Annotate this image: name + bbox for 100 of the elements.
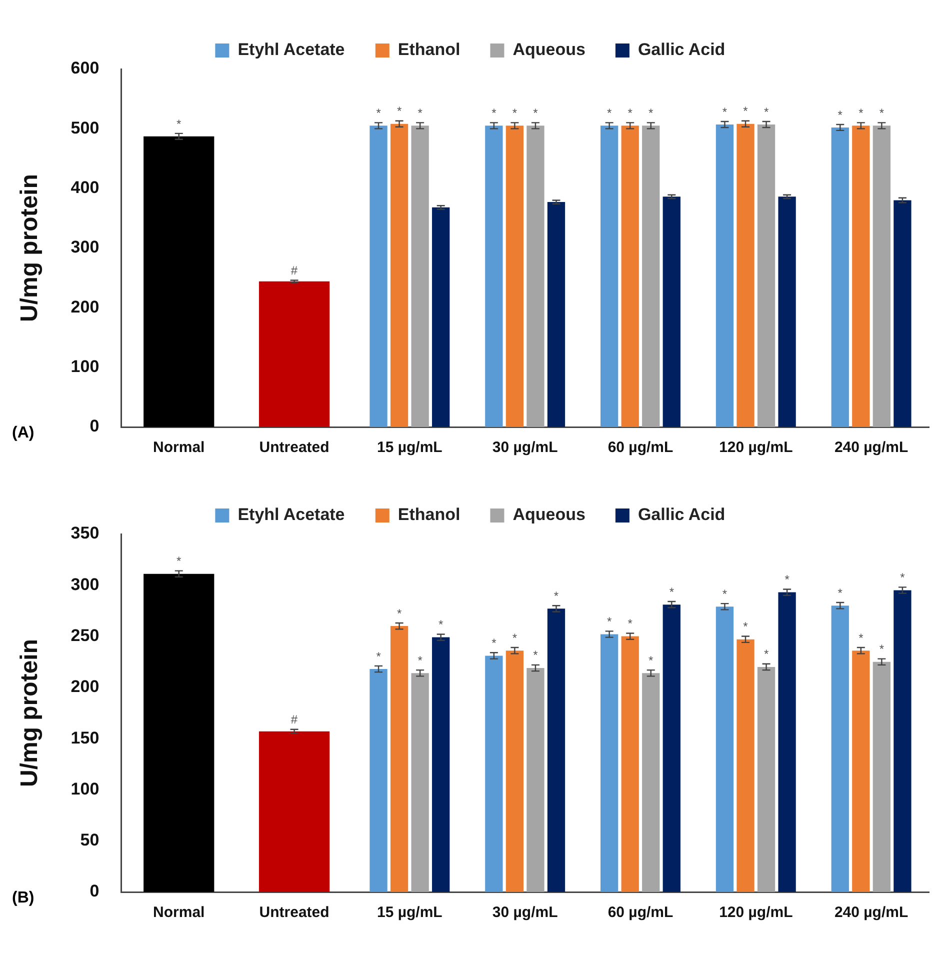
data-label: * <box>879 642 884 656</box>
bar <box>390 124 408 427</box>
bar <box>831 606 849 892</box>
data-label: * <box>376 106 382 120</box>
bar <box>547 608 566 892</box>
x-tick-label: 30 µg/mL <box>492 904 558 922</box>
bar <box>526 126 544 427</box>
data-label: * <box>722 586 728 601</box>
bar <box>716 124 734 427</box>
bar <box>144 136 214 427</box>
data-label: # <box>290 264 298 278</box>
data-label: * <box>606 614 612 628</box>
bar <box>485 126 503 427</box>
bar <box>506 126 524 427</box>
data-label: * <box>764 104 769 119</box>
y-tick-label: 0 <box>90 882 100 901</box>
bar <box>621 126 639 427</box>
legend-label: Ethanol <box>398 505 460 524</box>
bar <box>600 126 618 427</box>
legend-label: Aqueous <box>512 505 586 524</box>
bar <box>894 590 912 892</box>
x-tick-label: 60 µg/mL <box>608 439 674 456</box>
bar <box>144 574 214 892</box>
bar <box>258 281 330 427</box>
y-tick-label: 300 <box>70 238 100 257</box>
bar <box>757 124 776 427</box>
y-axis-title: U/mg protein <box>16 174 44 322</box>
data-label: * <box>554 588 559 603</box>
bar <box>642 126 660 427</box>
legend-label: Aqueous <box>512 40 586 60</box>
data-label: * <box>492 106 497 120</box>
bar <box>258 731 330 892</box>
data-label: * <box>176 116 182 131</box>
legend-label: Etyhl Acetate <box>238 505 345 524</box>
data-label: * <box>648 653 654 668</box>
y-tick-label: 600 <box>70 58 100 78</box>
bar <box>872 662 891 892</box>
x-tick-label: 15 µg/mL <box>377 439 442 456</box>
x-tick-label: 240 µg/mL <box>834 904 908 922</box>
data-label: * <box>722 104 728 119</box>
data-label: * <box>648 106 654 120</box>
bar <box>370 669 388 892</box>
legend-label: Etyhl Acetate <box>238 40 345 60</box>
x-tick-label: Normal <box>153 439 205 456</box>
data-label: * <box>858 630 864 645</box>
data-label: * <box>784 572 790 587</box>
data-label: * <box>418 653 423 668</box>
data-label: * <box>838 586 843 600</box>
data-label: * <box>533 106 538 120</box>
data-label: * <box>669 584 674 599</box>
data-label: * <box>438 618 444 632</box>
data-label: * <box>492 636 497 650</box>
data-label: * <box>628 616 633 631</box>
bar <box>852 126 870 427</box>
bar <box>411 673 429 892</box>
bar <box>894 200 912 427</box>
x-tick-label: 120 µg/mL <box>719 439 793 456</box>
bar <box>411 126 429 427</box>
bar <box>370 126 388 427</box>
data-label: * <box>900 570 906 584</box>
y-tick-label: 200 <box>70 297 100 316</box>
data-label: * <box>396 104 402 118</box>
x-tick-label: 120 µg/mL <box>719 904 793 922</box>
data-label: * <box>176 554 182 568</box>
bar <box>716 606 734 892</box>
x-tick-label: Untreated <box>259 904 330 922</box>
data-label: * <box>628 106 633 120</box>
data-label: * <box>512 106 518 120</box>
bar <box>485 656 503 892</box>
y-tick-label: 400 <box>70 178 100 198</box>
data-label: * <box>858 106 864 120</box>
legend-label: Gallic Acid <box>638 505 726 524</box>
bar <box>642 673 660 892</box>
bar <box>662 604 680 892</box>
bar <box>432 207 450 427</box>
bar <box>506 650 524 892</box>
x-tick-label: 30 µg/mL <box>492 439 558 456</box>
y-tick-label: 300 <box>70 574 100 594</box>
y-tick-label: 50 <box>80 830 100 850</box>
x-tick-label: 15 µg/mL <box>377 904 442 922</box>
bar <box>852 650 870 892</box>
x-tick-label: 60 µg/mL <box>608 904 674 922</box>
bar <box>526 668 544 892</box>
data-label: * <box>418 106 423 120</box>
bar <box>547 202 566 427</box>
legend-label: Gallic Acid <box>638 40 726 60</box>
bar <box>831 127 849 427</box>
data-label: * <box>743 620 748 634</box>
y-tick-label: 100 <box>70 779 100 798</box>
data-label: * <box>512 630 518 645</box>
bar <box>736 124 754 427</box>
legend-label: Ethanol <box>398 40 460 60</box>
text: (B) <box>12 889 34 906</box>
bar <box>736 639 754 892</box>
bar <box>872 126 891 427</box>
data-label: * <box>533 648 538 662</box>
data-label: * <box>376 649 382 664</box>
bar <box>390 626 408 892</box>
bar <box>662 196 680 427</box>
bar <box>621 636 639 892</box>
